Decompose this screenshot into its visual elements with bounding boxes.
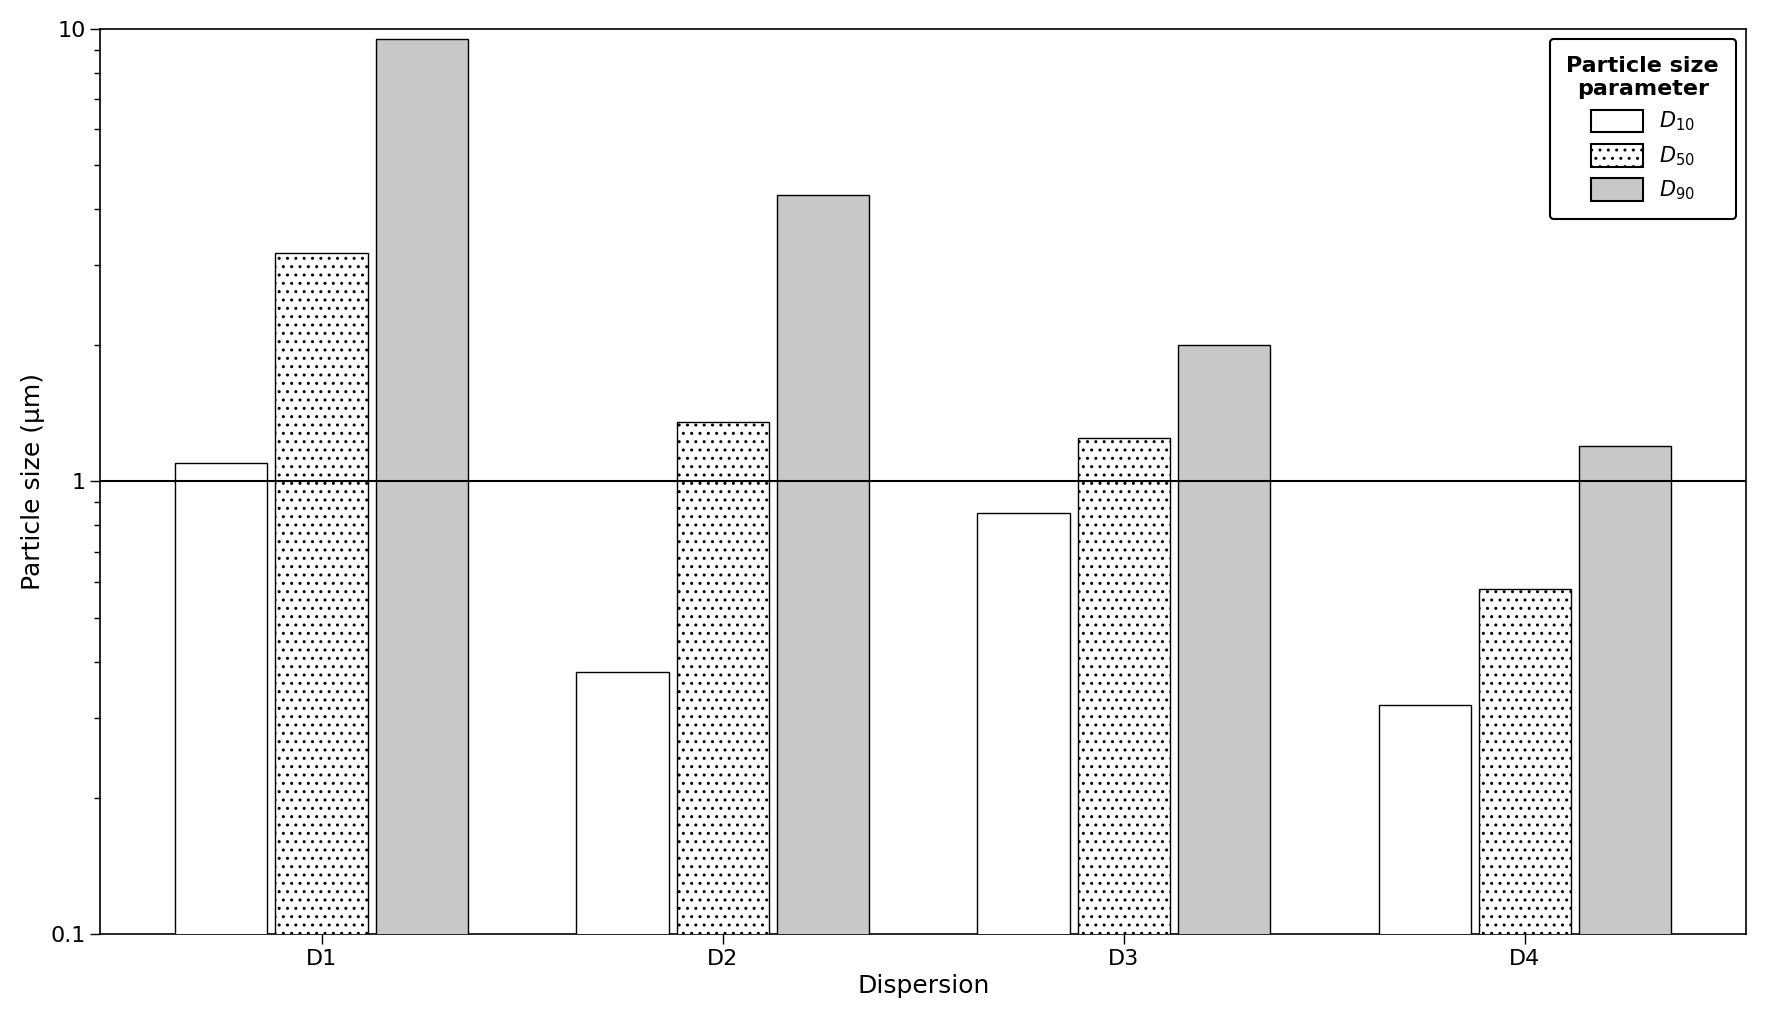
Bar — [175, 463, 267, 1019]
Bar — [376, 39, 468, 1019]
Bar — [1078, 437, 1170, 1019]
Legend: $D_{10}$, $D_{50}$, $D_{90}$: $D_{10}$, $D_{50}$, $D_{90}$ — [1550, 40, 1735, 219]
Bar — [977, 514, 1069, 1019]
X-axis label: Dispersion: Dispersion — [857, 974, 990, 999]
Bar — [677, 423, 769, 1019]
Bar — [777, 195, 869, 1019]
Bar — [1179, 345, 1270, 1019]
Y-axis label: Particle size (µm): Particle size (µm) — [21, 373, 44, 590]
Bar — [1378, 705, 1470, 1019]
Bar — [1479, 589, 1571, 1019]
Bar — [1580, 445, 1672, 1019]
Bar — [276, 253, 368, 1019]
Bar — [576, 672, 668, 1019]
